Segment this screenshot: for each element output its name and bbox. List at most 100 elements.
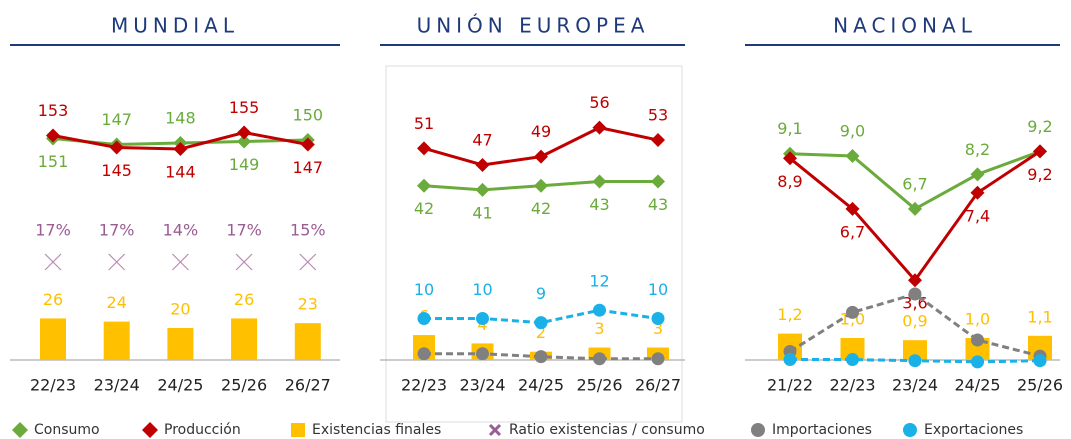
point xyxy=(651,133,665,148)
point xyxy=(971,333,984,347)
x-tick-label: 23/24 xyxy=(94,376,140,395)
point xyxy=(846,353,859,367)
dashed-line xyxy=(424,352,658,361)
bar xyxy=(903,340,927,360)
bar-label: 26 xyxy=(43,290,63,309)
point-label: 8,9 xyxy=(777,172,802,191)
x-tick-label: 25/26 xyxy=(1017,376,1063,395)
point-label: 8,2 xyxy=(965,140,990,159)
point-label: 10 xyxy=(648,280,668,299)
point xyxy=(908,201,922,216)
point xyxy=(846,305,859,319)
point xyxy=(417,347,431,361)
legend-swatch xyxy=(142,422,158,438)
point xyxy=(651,312,665,325)
bar-label: 1,2 xyxy=(777,305,802,324)
point-label: 6,7 xyxy=(902,174,927,193)
ratio-mark xyxy=(299,253,317,271)
x-tick-label: 25/26 xyxy=(221,376,267,395)
ratio-mark xyxy=(235,253,253,271)
point xyxy=(534,149,548,164)
x-tick-label: 23/24 xyxy=(459,376,505,395)
bar-label: 0,9 xyxy=(902,312,927,331)
point xyxy=(908,287,922,301)
point-label: 41 xyxy=(472,203,492,222)
ratio-label: 17% xyxy=(99,221,135,240)
point-label: 9,2 xyxy=(1027,117,1052,136)
bar xyxy=(840,338,865,360)
point xyxy=(1033,144,1047,159)
bar-label: 2 xyxy=(536,323,546,342)
bar xyxy=(294,323,321,360)
x-tick-label: 23/24 xyxy=(892,376,938,395)
point xyxy=(593,352,606,366)
panel-title: NACIONAL xyxy=(833,14,977,38)
x-tick-label: 24/25 xyxy=(518,376,564,395)
point-label: 51 xyxy=(414,114,434,133)
point-label: 150 xyxy=(293,106,324,125)
point xyxy=(592,120,607,135)
point xyxy=(970,185,985,200)
bar-label: 23 xyxy=(298,295,318,314)
ratio-mark xyxy=(44,253,62,271)
panel-title: UNIÓN EUROPEA xyxy=(417,14,650,38)
x-tick-label: 26/27 xyxy=(285,376,331,395)
point-label: 155 xyxy=(229,98,260,117)
point xyxy=(476,347,489,361)
ratio-label: 17% xyxy=(226,221,262,240)
bar xyxy=(40,318,66,360)
bar xyxy=(965,338,990,360)
point-label: 47 xyxy=(472,130,492,149)
x-tick-label: 21/22 xyxy=(767,376,813,395)
point xyxy=(173,142,188,156)
legend-label: Existencias finales xyxy=(312,422,441,438)
bar xyxy=(167,328,194,360)
point xyxy=(970,167,985,182)
point xyxy=(417,312,431,325)
point-label: 147 xyxy=(101,110,132,129)
bar-label: 1,1 xyxy=(1027,307,1052,326)
point-label: 9,1 xyxy=(777,119,802,138)
ratio-label: 17% xyxy=(35,221,71,240)
point-label: 151 xyxy=(38,152,69,171)
legend-swatch xyxy=(903,423,917,437)
point-label: 144 xyxy=(165,163,196,182)
dashed-line xyxy=(424,308,659,325)
x-tick-label: 24/25 xyxy=(954,376,1000,395)
x-tick-label: 22/23 xyxy=(829,376,875,395)
point-label: 6,7 xyxy=(840,222,865,241)
x-tick-label: 22/23 xyxy=(30,376,76,395)
point xyxy=(475,157,490,172)
point-label: 12 xyxy=(589,272,609,291)
bar-label: 1,0 xyxy=(840,310,865,329)
x-tick-label: 26/27 xyxy=(635,376,681,395)
bar-label: 1,0 xyxy=(965,310,990,329)
bar-label: 3 xyxy=(594,319,604,338)
point-label: 49 xyxy=(531,122,551,141)
point xyxy=(237,125,252,140)
bar xyxy=(231,318,258,360)
legend-swatch xyxy=(12,422,28,438)
point xyxy=(534,350,548,364)
ratio-mark xyxy=(171,253,189,271)
point xyxy=(908,273,922,288)
point-label: 9,2 xyxy=(1027,165,1052,184)
x-tick-label: 25/26 xyxy=(576,376,622,395)
point xyxy=(783,353,797,367)
point xyxy=(1033,354,1047,368)
point xyxy=(109,140,124,155)
point-label: 53 xyxy=(648,106,668,125)
point-label: 10 xyxy=(472,280,492,299)
point xyxy=(237,134,252,149)
point xyxy=(845,201,860,216)
legend-label: Exportaciones xyxy=(924,422,1023,438)
ratio-label: 14% xyxy=(163,221,199,240)
point-label: 56 xyxy=(589,93,609,112)
point xyxy=(845,149,860,163)
point xyxy=(651,352,665,366)
bar-label: 3 xyxy=(653,319,663,338)
point-label: 145 xyxy=(101,161,132,180)
point-label: 42 xyxy=(531,199,551,218)
point-label: 42 xyxy=(414,199,434,218)
